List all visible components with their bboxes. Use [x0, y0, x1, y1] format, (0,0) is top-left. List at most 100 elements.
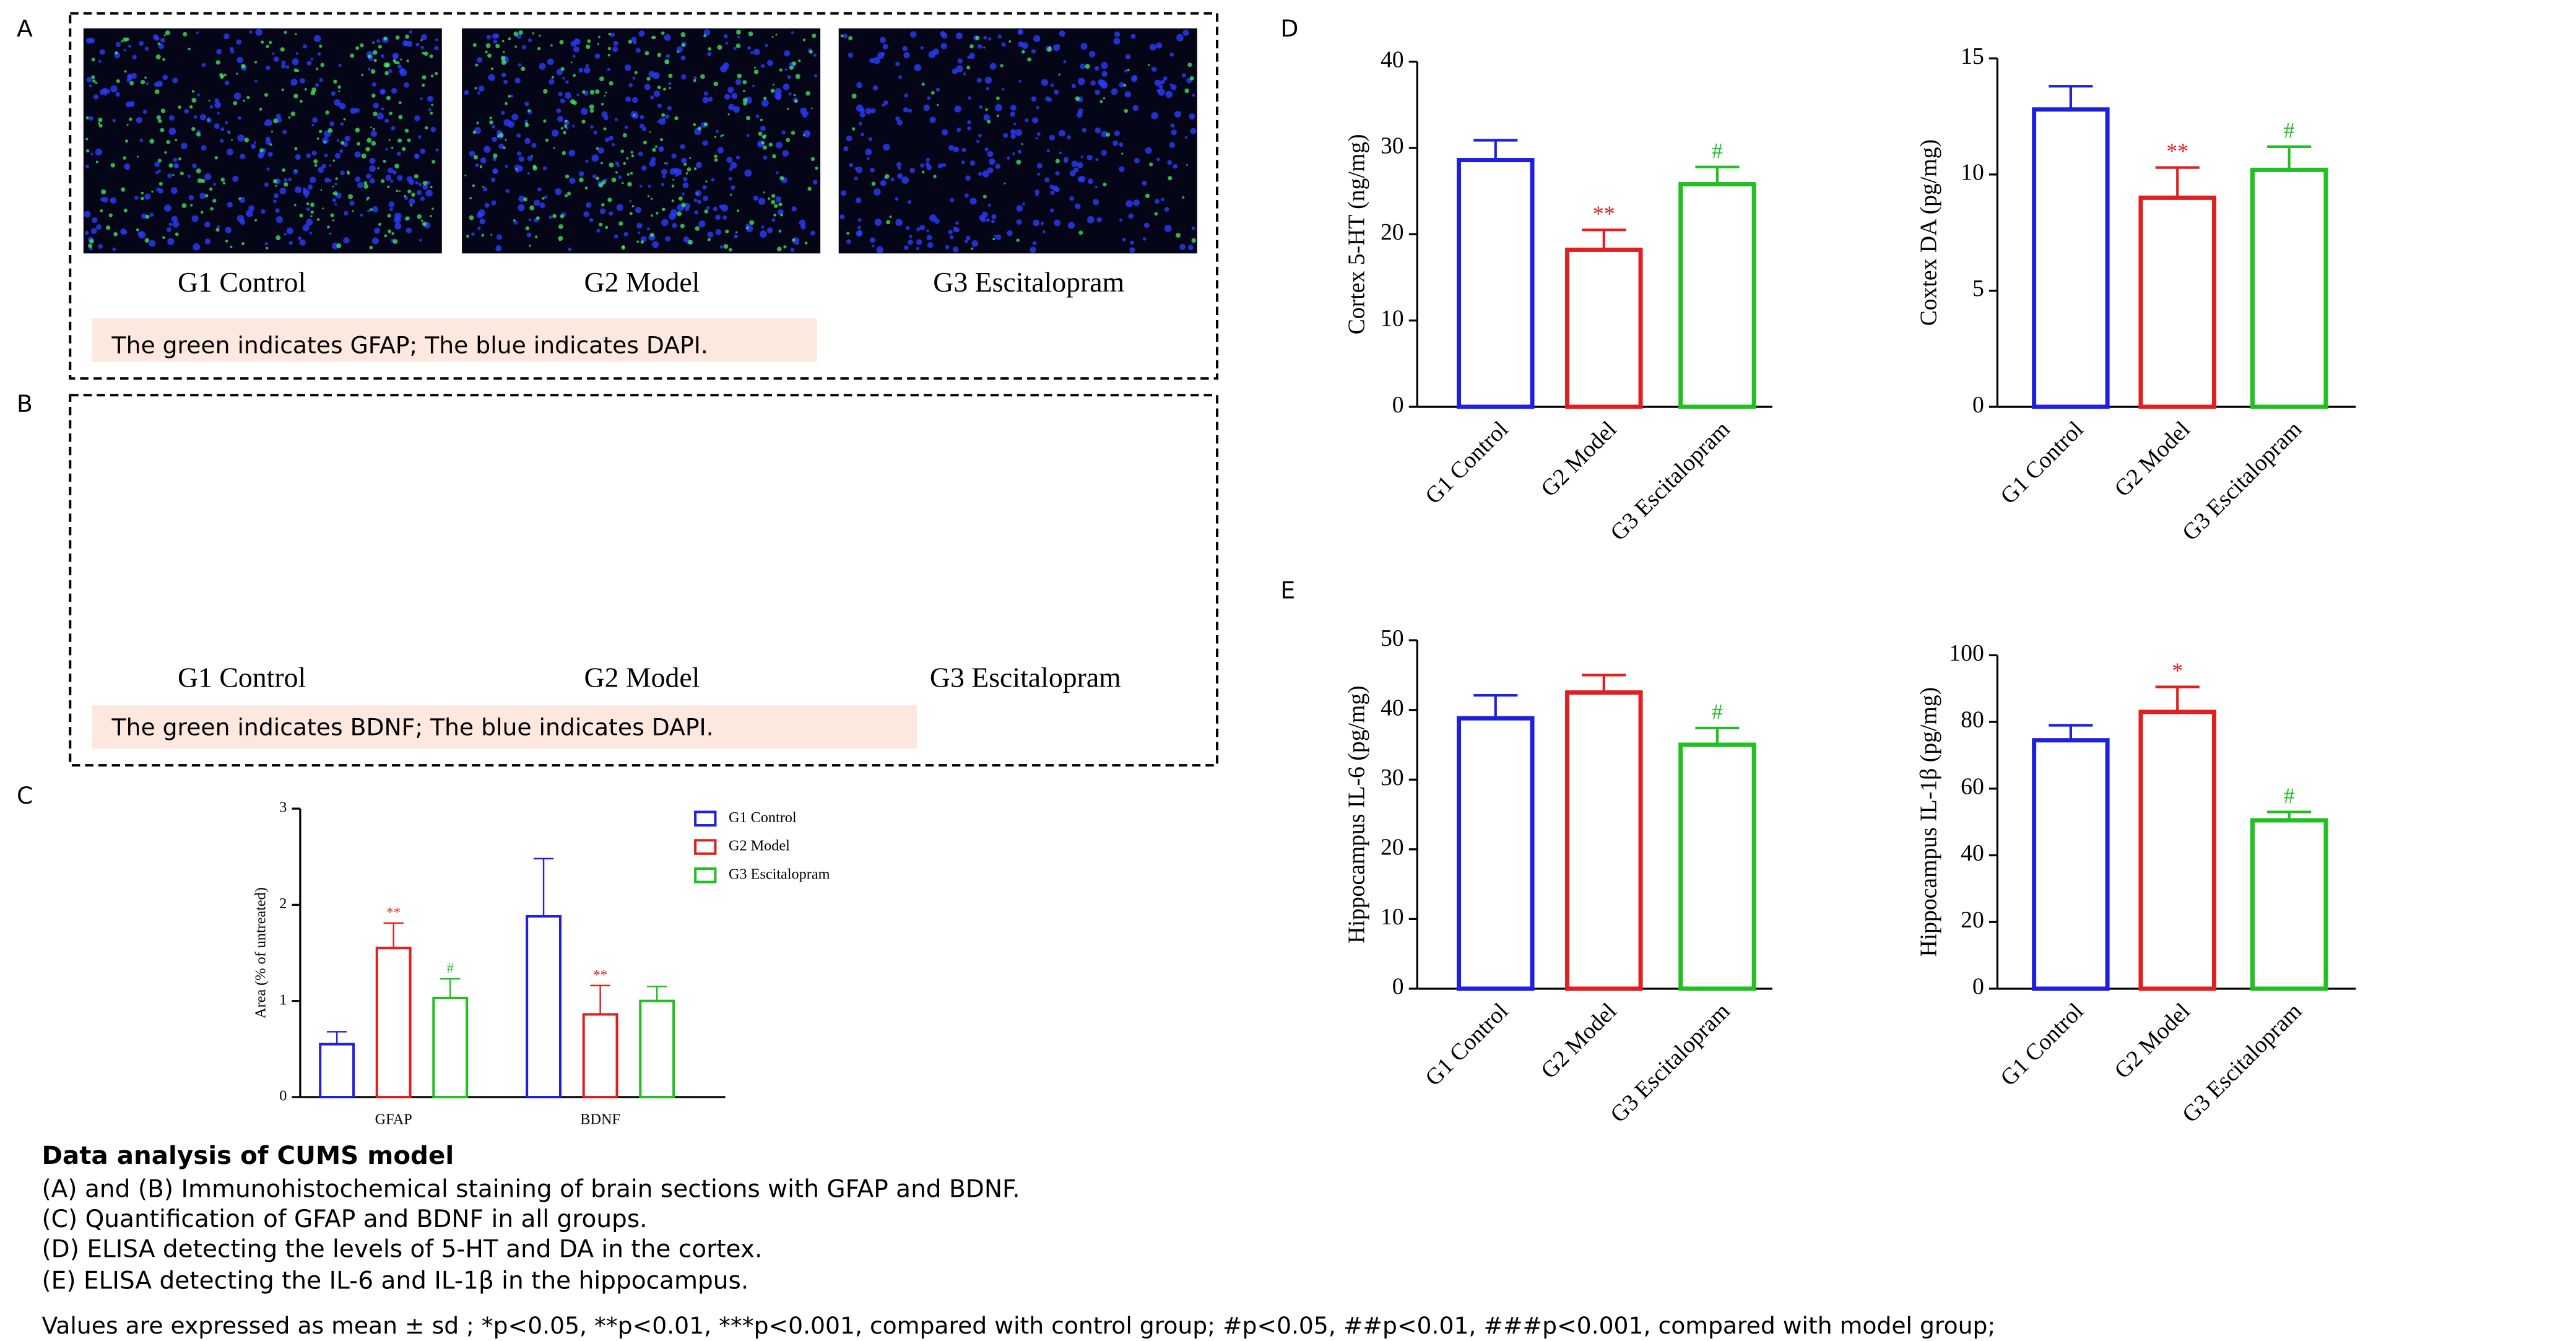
nucleus [240, 219, 246, 225]
nucleus [124, 163, 131, 170]
stain [631, 205, 635, 207]
stain [584, 186, 588, 190]
nucleus [214, 102, 222, 108]
nucleus [715, 214, 721, 220]
stain [91, 58, 95, 62]
stain [693, 79, 696, 82]
stain [129, 80, 134, 85]
x-tick-label: GFAP [375, 1111, 412, 1127]
nucleus [787, 75, 791, 79]
nucleus [1042, 230, 1046, 233]
stain [643, 141, 648, 145]
nucleus [220, 127, 225, 131]
nucleus [856, 82, 862, 89]
stain [223, 73, 227, 77]
nucleus [707, 232, 714, 238]
micrograph-bg [83, 28, 442, 254]
nucleus [1049, 208, 1054, 213]
nucleus [682, 192, 685, 196]
stain [384, 71, 389, 76]
nucleus [1049, 134, 1056, 141]
stain [626, 157, 629, 160]
nucleus [367, 67, 371, 71]
stain [760, 118, 763, 121]
nucleus [910, 31, 917, 38]
nucleus [1129, 247, 1135, 253]
nucleus [703, 195, 709, 201]
stain [417, 214, 422, 219]
nucleus [1064, 157, 1069, 162]
stain [92, 79, 96, 83]
nucleus [388, 167, 394, 173]
stain [485, 50, 488, 54]
nucleus [1160, 80, 1165, 85]
nucleus [414, 115, 420, 121]
stain [722, 134, 724, 136]
nucleus [196, 31, 199, 34]
nucleus [367, 209, 370, 212]
nucleus [1045, 96, 1051, 102]
stain [1145, 193, 1150, 198]
nucleus [539, 202, 545, 209]
nucleus [305, 219, 313, 226]
x-tick-label: G1 Control [1995, 416, 2088, 509]
nucleus [505, 165, 508, 168]
nucleus [1170, 123, 1175, 128]
stain [191, 90, 195, 93]
nucleus [498, 143, 505, 149]
stain [1176, 233, 1181, 238]
nucleus [1192, 93, 1195, 97]
nucleus [1095, 89, 1100, 95]
stain [730, 193, 732, 196]
nucleus [1040, 222, 1044, 225]
nucleus [1033, 219, 1040, 227]
nucleus [941, 32, 948, 39]
nucleus [644, 84, 651, 90]
nucleus [791, 206, 797, 212]
stain [280, 47, 285, 52]
stain [1106, 132, 1111, 137]
nucleus [857, 225, 861, 230]
stain [329, 232, 331, 235]
stain [306, 202, 310, 206]
nucleus [404, 82, 410, 88]
stain [320, 189, 323, 191]
stain [805, 91, 810, 96]
nucleus [989, 63, 997, 70]
stain [378, 222, 382, 226]
stain [363, 181, 368, 185]
stain [371, 141, 376, 146]
nucleus [1018, 80, 1021, 83]
nucleus [781, 130, 786, 135]
bar [432, 997, 469, 1099]
stain [700, 74, 705, 79]
nucleus [1093, 199, 1099, 206]
stain [124, 139, 129, 143]
nucleus [1033, 35, 1041, 43]
stain [810, 157, 815, 162]
nucleus [575, 38, 578, 41]
nucleus [1167, 160, 1173, 165]
stain [126, 123, 129, 126]
nucleus [306, 153, 311, 158]
nucleus [495, 245, 502, 252]
nucleus [908, 200, 912, 204]
stain [657, 53, 662, 58]
nucleus [1018, 149, 1022, 154]
nucleus [1080, 63, 1086, 69]
nucleus [1125, 200, 1133, 207]
nucleus [904, 93, 909, 98]
nucleus [578, 171, 584, 177]
nucleus [976, 140, 980, 144]
nucleus [492, 33, 498, 39]
stain [589, 104, 594, 110]
x-tick-label: G3 Escitalopram [2177, 416, 2307, 546]
nucleus [480, 157, 487, 164]
nucleus [527, 155, 533, 162]
stain [407, 138, 411, 142]
stain [720, 134, 722, 137]
nucleus [919, 225, 926, 230]
nucleus [693, 76, 697, 80]
nucleus [369, 165, 376, 172]
y-tick-label: 10 [1961, 160, 1984, 186]
